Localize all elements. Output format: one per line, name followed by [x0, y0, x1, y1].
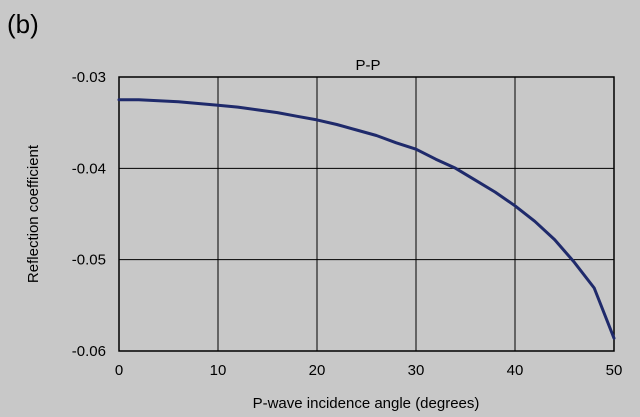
plot-area — [118, 76, 615, 352]
x-axis-label: P-wave incidence angle (degrees) — [253, 395, 480, 412]
x-tick-label: 40 — [507, 362, 524, 379]
y-tick-label: -0.03 — [72, 69, 106, 86]
x-tick-label: 10 — [210, 362, 227, 379]
grid — [119, 77, 614, 351]
series-line — [117, 98, 616, 340]
y-axis-label: Reflection coefficient — [25, 144, 42, 283]
chart-title: P-P — [355, 57, 380, 74]
panel-label: (b) — [7, 9, 39, 39]
x-tick-label: 50 — [606, 362, 623, 379]
y-tick-label: -0.06 — [72, 343, 106, 360]
y-tick-label: -0.04 — [72, 160, 106, 177]
y-tick-label: -0.05 — [72, 252, 106, 269]
tick-labels: 0 10 20 30 40 50 -0.03 -0.04 -0.05 -0.06 — [72, 69, 623, 379]
x-tick-label: 30 — [408, 362, 425, 379]
x-tick-label: 20 — [309, 362, 326, 379]
series — [117, 98, 616, 340]
x-tick-label: 0 — [115, 362, 123, 379]
